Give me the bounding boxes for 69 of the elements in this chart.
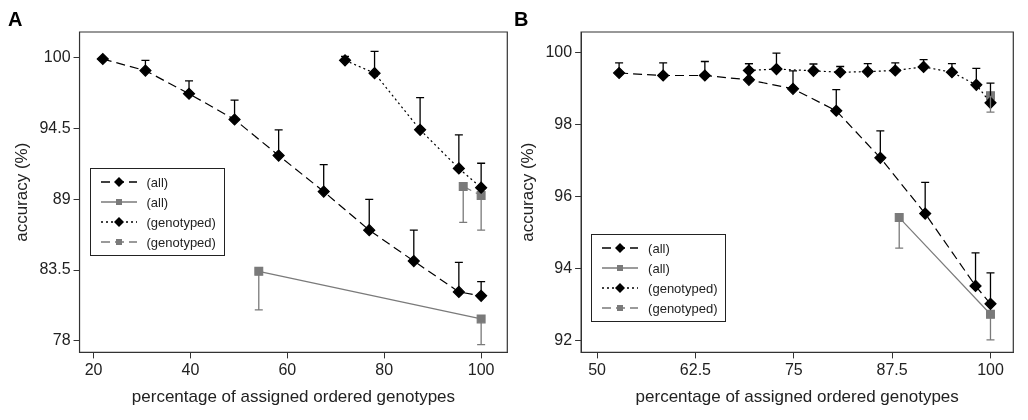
chart-title: B xyxy=(514,7,529,30)
point xyxy=(139,64,152,77)
point xyxy=(317,185,330,198)
y-tick-label: 89 xyxy=(52,189,71,207)
point xyxy=(96,52,109,66)
legend-label: (genotyped) xyxy=(146,234,216,250)
chart-title: A xyxy=(8,7,23,30)
point xyxy=(254,266,264,276)
point xyxy=(917,60,930,73)
y-axis-title: accuracy (%) xyxy=(11,142,31,242)
x-tick-label: 40 xyxy=(181,361,200,379)
point xyxy=(272,149,285,162)
x-axis-title: percentage of assigned ordered genotypes xyxy=(635,387,959,407)
point xyxy=(830,104,843,117)
point xyxy=(970,78,983,91)
point xyxy=(475,289,488,302)
legend-label: (all) xyxy=(648,260,670,276)
point xyxy=(969,279,982,292)
x-tick-label: 75 xyxy=(784,361,803,379)
x-tick-label: 100 xyxy=(467,361,495,379)
point xyxy=(984,297,997,310)
legend-label: (genotyped) xyxy=(648,300,718,316)
point xyxy=(786,82,800,95)
point xyxy=(807,64,820,77)
point xyxy=(889,64,902,77)
point xyxy=(452,285,465,299)
y-tick-label: 83.5 xyxy=(39,260,71,278)
x-tick-label: 62.5 xyxy=(679,361,712,379)
point xyxy=(742,73,756,86)
y-tick-label: 100 xyxy=(545,43,573,61)
point xyxy=(894,213,904,223)
legend-label: (all) xyxy=(146,194,169,210)
legend-label: (genotyped) xyxy=(648,280,718,296)
point xyxy=(414,123,427,136)
point xyxy=(613,66,626,80)
x-axis-title: percentage of assigned ordered genotypes xyxy=(131,387,456,407)
x-tick-label: 50 xyxy=(588,361,607,379)
y-tick-label: 94.5 xyxy=(39,118,71,136)
point xyxy=(834,66,847,79)
point xyxy=(338,54,352,67)
point xyxy=(874,151,887,164)
y-tick-label: 96 xyxy=(554,187,573,205)
point xyxy=(228,113,241,126)
x-tick-label: 80 xyxy=(375,361,394,379)
legend-label: (all) xyxy=(146,174,169,190)
y-tick-label: 92 xyxy=(554,330,573,348)
point xyxy=(919,207,932,220)
point xyxy=(945,66,959,79)
point xyxy=(698,69,711,82)
point xyxy=(861,65,874,78)
point xyxy=(458,181,468,191)
y-tick-label: 98 xyxy=(554,115,573,133)
point xyxy=(363,224,376,237)
x-tick-label: 100 xyxy=(977,361,1004,379)
point xyxy=(657,69,670,82)
point xyxy=(182,87,196,100)
x-tick-label: 60 xyxy=(278,361,297,379)
point xyxy=(368,67,381,80)
point xyxy=(476,314,486,324)
x-tick-label: 20 xyxy=(84,361,103,379)
y-tick-label: 78 xyxy=(52,331,71,349)
legend-label: (all) xyxy=(648,240,670,256)
y-tick-label: 100 xyxy=(43,48,71,66)
point xyxy=(985,309,995,319)
y-tick-label: 94 xyxy=(554,259,573,277)
legend-label: (genotyped) xyxy=(146,214,216,230)
x-tick-label: 87.5 xyxy=(876,361,908,379)
y-axis-title: accuracy (%) xyxy=(517,142,537,242)
point xyxy=(407,254,420,268)
